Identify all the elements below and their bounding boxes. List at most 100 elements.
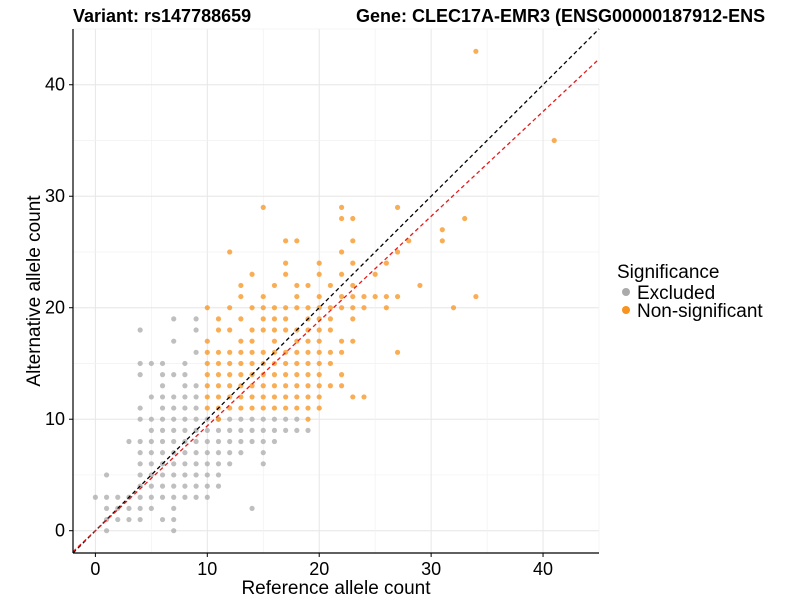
point-excluded: [148, 360, 154, 367]
point-excluded: [204, 450, 210, 456]
y-tick-label: 20: [45, 298, 65, 318]
fit-line: [72, 58, 600, 553]
point-non-significant: [338, 204, 345, 210]
reference-lines: [72, 28, 600, 554]
point-non-significant: [316, 405, 322, 411]
y-tick-label: 40: [45, 75, 65, 95]
point-non-significant: [551, 137, 557, 144]
point-excluded: [271, 427, 278, 433]
point-excluded: [159, 405, 166, 411]
point-non-significant: [327, 383, 334, 389]
point-non-significant: [305, 305, 311, 311]
point-non-significant: [271, 338, 278, 344]
point-non-significant: [249, 327, 255, 333]
x-tick-label: 30: [421, 559, 441, 579]
point-non-significant: [227, 383, 233, 389]
point-excluded: [159, 516, 166, 523]
legend-key-excluded: [622, 288, 630, 296]
point-non-significant: [361, 394, 367, 400]
point-non-significant: [249, 383, 255, 389]
point-non-significant: [316, 293, 322, 300]
point-non-significant: [372, 293, 378, 300]
point-excluded: [204, 494, 210, 500]
x-axis-label: Reference allele count: [241, 578, 431, 599]
point-non-significant: [215, 360, 222, 367]
point-non-significant: [215, 383, 222, 389]
point-excluded: [171, 372, 177, 378]
point-excluded: [182, 372, 188, 378]
point-non-significant: [394, 204, 401, 210]
point-excluded: [249, 438, 255, 445]
point-non-significant: [361, 293, 367, 300]
point-non-significant: [238, 360, 244, 367]
point-excluded: [148, 450, 154, 456]
point-excluded: [182, 383, 188, 389]
x-tick-label: 0: [90, 559, 100, 579]
point-non-significant: [338, 338, 345, 344]
point-excluded: [215, 472, 222, 478]
point-excluded: [115, 516, 121, 523]
point-excluded: [137, 327, 143, 333]
point-excluded: [294, 416, 300, 422]
point-non-significant: [372, 271, 378, 277]
point-excluded: [193, 472, 199, 478]
point-excluded: [283, 427, 289, 433]
point-non-significant: [227, 349, 233, 355]
point-non-significant: [238, 282, 244, 289]
point-non-significant: [271, 316, 278, 322]
point-excluded: [103, 472, 110, 478]
x-tick-label: 40: [533, 559, 553, 579]
point-excluded: [193, 405, 199, 411]
point-excluded: [182, 405, 188, 411]
point-excluded: [193, 461, 199, 467]
point-excluded: [103, 505, 110, 512]
point-non-significant: [383, 260, 389, 266]
point-non-significant: [249, 360, 255, 367]
point-excluded: [137, 416, 143, 422]
point-excluded: [227, 450, 233, 456]
point-excluded: [171, 483, 177, 489]
point-excluded: [137, 494, 143, 500]
point-non-significant: [439, 227, 445, 233]
point-non-significant: [215, 349, 222, 355]
point-non-significant: [316, 360, 322, 367]
point-excluded: [171, 338, 177, 344]
point-non-significant: [249, 338, 255, 344]
y-tick-label: 0: [55, 521, 65, 541]
point-excluded: [227, 438, 233, 445]
point-non-significant: [305, 338, 311, 344]
point-excluded: [182, 472, 188, 478]
point-non-significant: [238, 394, 244, 400]
point-non-significant: [394, 293, 401, 300]
point-excluded: [238, 427, 244, 433]
point-excluded: [148, 461, 154, 467]
point-non-significant: [305, 282, 311, 289]
point-excluded: [260, 427, 266, 433]
point-non-significant: [305, 360, 311, 367]
point-non-significant: [338, 215, 345, 222]
point-excluded: [137, 438, 143, 445]
point-excluded: [215, 483, 222, 489]
point-excluded: [227, 427, 233, 433]
point-non-significant: [260, 316, 266, 322]
point-excluded: [137, 405, 143, 411]
point-non-significant: [204, 394, 210, 400]
point-non-significant: [204, 305, 210, 311]
point-non-significant: [227, 327, 233, 333]
point-excluded: [159, 450, 166, 456]
point-excluded: [193, 494, 199, 500]
point-non-significant: [350, 338, 356, 344]
point-non-significant: [271, 383, 278, 389]
point-non-significant: [305, 405, 311, 411]
point-non-significant: [350, 260, 356, 266]
point-non-significant: [350, 293, 356, 300]
x-tick-label: 10: [197, 559, 217, 579]
point-excluded: [238, 450, 244, 456]
point-non-significant: [327, 305, 334, 311]
point-excluded: [193, 327, 199, 333]
point-non-significant: [204, 372, 210, 378]
legend-label-non-significant: Non-significant: [637, 301, 763, 322]
point-non-significant: [473, 48, 479, 54]
point-excluded: [182, 450, 188, 456]
